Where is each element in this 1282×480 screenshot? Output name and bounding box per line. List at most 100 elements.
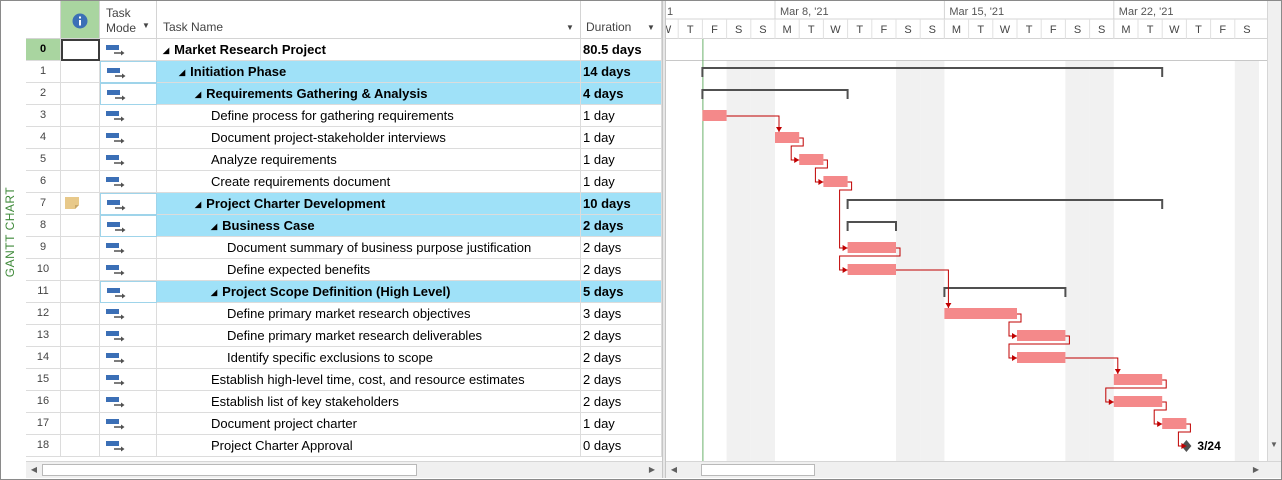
task-row[interactable]: 12 Define primary market research objecti…: [26, 303, 662, 325]
duration-cell[interactable]: 4 days: [581, 83, 662, 105]
duration-cell[interactable]: 80.5 days: [581, 39, 662, 61]
task-bar[interactable]: [1113, 396, 1163, 407]
collapse-icon[interactable]: ◢: [195, 90, 202, 99]
summary-bar[interactable]: [943, 287, 1067, 297]
task-name-cell[interactable]: Define expected benefits: [157, 259, 581, 281]
task-row[interactable]: 15 Establish high-level time, cost, and r…: [26, 369, 662, 391]
summary-bar[interactable]: [701, 67, 1164, 77]
scroll-left-icon[interactable]: ◀: [670, 465, 678, 474]
task-name-cell[interactable]: Analyze requirements: [157, 149, 581, 171]
task-mode-cell[interactable]: [100, 105, 157, 127]
duration-cell[interactable]: 1 day: [581, 105, 662, 127]
task-row[interactable]: 17 Document project charter 1 day: [26, 413, 662, 435]
row-id[interactable]: 11: [26, 281, 61, 303]
indicator-cell[interactable]: [61, 83, 100, 105]
scroll-down-icon[interactable]: ▼: [1270, 440, 1278, 449]
task-mode-cell[interactable]: [100, 149, 157, 171]
indicator-cell[interactable]: [61, 347, 100, 369]
duration-cell[interactable]: 2 days: [581, 369, 662, 391]
indicator-cell[interactable]: [61, 171, 100, 193]
row-id[interactable]: 15: [26, 369, 61, 391]
task-mode-cell[interactable]: [100, 127, 157, 149]
task-bar[interactable]: [1162, 418, 1187, 429]
task-mode-cell[interactable]: [100, 391, 157, 413]
chevron-down-icon[interactable]: ▼: [566, 23, 574, 32]
view-splitter[interactable]: [662, 1, 666, 478]
task-name-cell[interactable]: Establish list of key stakeholders: [157, 391, 581, 413]
row-id[interactable]: 18: [26, 435, 61, 457]
task-bar[interactable]: [847, 242, 896, 253]
duration-cell[interactable]: 0 days: [581, 435, 662, 457]
task-mode-cell[interactable]: [100, 303, 157, 325]
duration-cell[interactable]: 2 days: [581, 259, 662, 281]
task-name-cell[interactable]: Establish high-level time, cost, and res…: [157, 369, 581, 391]
task-bar[interactable]: [702, 110, 727, 121]
indicator-cell[interactable]: [61, 61, 100, 83]
task-mode-cell[interactable]: [100, 369, 157, 391]
task-mode-cell[interactable]: [100, 259, 157, 281]
task-row[interactable]: 18 Project Charter Approval 0 days: [26, 435, 662, 457]
header-duration[interactable]: Duration ▼: [581, 1, 662, 39]
header-task-mode[interactable]: Task Mode ▼: [100, 1, 157, 39]
task-row[interactable]: 2 ◢ Requirements Gathering & Analysis 4 day…: [26, 83, 662, 105]
task-name-cell[interactable]: ◢ Market Research Project: [157, 39, 581, 61]
task-mode-cell[interactable]: [100, 193, 157, 215]
indicator-cell[interactable]: [61, 149, 100, 171]
vertical-scrollbar[interactable]: ▼: [1267, 1, 1281, 461]
task-row[interactable]: 9 Document summary of business purpose ju…: [26, 237, 662, 259]
task-mode-cell[interactable]: [100, 39, 157, 61]
task-name-cell[interactable]: Document summary of business purpose jus…: [157, 237, 581, 259]
gantt-scroll-thumb[interactable]: [701, 464, 815, 476]
indicator-cell[interactable]: [61, 127, 100, 149]
duration-cell[interactable]: 1 day: [581, 149, 662, 171]
indicator-cell[interactable]: [61, 259, 100, 281]
row-id[interactable]: 17: [26, 413, 61, 435]
task-row[interactable]: 16 Establish list of key stakeholders 2 da…: [26, 391, 662, 413]
task-name-cell[interactable]: Identify specific exclusions to scope: [157, 347, 581, 369]
row-id[interactable]: 6: [26, 171, 61, 193]
chevron-down-icon[interactable]: ▼: [647, 23, 655, 32]
collapse-icon[interactable]: ◢: [195, 200, 202, 209]
row-id[interactable]: 9: [26, 237, 61, 259]
indicator-cell[interactable]: [61, 39, 100, 61]
task-name-cell[interactable]: Project Charter Approval: [157, 435, 581, 457]
timescale-header[interactable]: [666, 1, 1267, 39]
task-bar[interactable]: [1113, 374, 1163, 385]
indicator-cell[interactable]: [61, 303, 100, 325]
indicator-cell[interactable]: [61, 413, 100, 435]
collapse-icon[interactable]: ◢: [211, 288, 218, 297]
task-name-cell[interactable]: ◢ Requirements Gathering & Analysis: [157, 83, 581, 105]
summary-bar[interactable]: [846, 199, 1164, 209]
task-row[interactable]: 5 Analyze requirements 1 day: [26, 149, 662, 171]
scroll-right-icon[interactable]: ▶: [648, 465, 656, 474]
duration-cell[interactable]: 3 days: [581, 303, 662, 325]
header-indicators[interactable]: [61, 1, 100, 39]
task-mode-cell[interactable]: [100, 215, 157, 237]
task-mode-cell[interactable]: [100, 435, 157, 457]
task-row[interactable]: 10 Define expected benefits 2 days: [26, 259, 662, 281]
task-row[interactable]: 13 Define primary market research deliver…: [26, 325, 662, 347]
duration-cell[interactable]: 10 days: [581, 193, 662, 215]
row-id[interactable]: 3: [26, 105, 61, 127]
indicator-cell[interactable]: [61, 193, 100, 215]
indicator-cell[interactable]: [61, 237, 100, 259]
task-mode-cell[interactable]: [100, 237, 157, 259]
duration-cell[interactable]: 2 days: [581, 215, 662, 237]
collapse-icon[interactable]: ◢: [211, 222, 218, 231]
row-id[interactable]: 16: [26, 391, 61, 413]
task-name-cell[interactable]: ◢ Project Charter Development: [157, 193, 581, 215]
task-row[interactable]: 6 Create requirements document 1 day: [26, 171, 662, 193]
task-name-cell[interactable]: Document project-stakeholder interviews: [157, 127, 581, 149]
duration-cell[interactable]: 1 day: [581, 171, 662, 193]
task-name-cell[interactable]: ◢ Initiation Phase: [157, 61, 581, 83]
duration-cell[interactable]: 2 days: [581, 325, 662, 347]
gantt-horizontal-scrollbar[interactable]: ◀ ▶: [666, 461, 1281, 478]
task-name-cell[interactable]: ◢ Project Scope Definition (High Level): [157, 281, 581, 303]
task-bar[interactable]: [944, 308, 1017, 319]
task-row[interactable]: 1 ◢ Initiation Phase 14 days: [26, 61, 662, 83]
task-mode-cell[interactable]: [100, 325, 157, 347]
task-row[interactable]: 4 Document project-stakeholder interviews…: [26, 127, 662, 149]
summary-bar[interactable]: [701, 89, 849, 99]
row-id[interactable]: 7: [26, 193, 61, 215]
task-bar[interactable]: [1017, 330, 1066, 341]
